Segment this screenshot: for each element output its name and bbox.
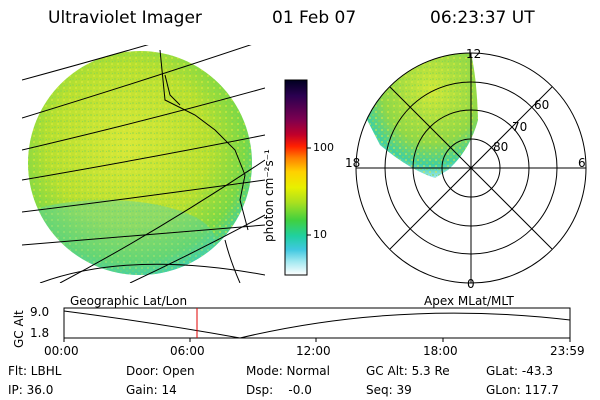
timeline-x-tick-0600: 06:00	[170, 344, 205, 358]
timeline-y-tick-bottom: 1.8	[30, 326, 50, 340]
colorbar-tick-10: 10	[313, 228, 327, 241]
geo-grid-lines	[22, 45, 265, 283]
filter-status: Flt: LBHL	[8, 364, 62, 378]
color-bar	[284, 79, 311, 276]
timeline-x-tick-0000: 00:00	[44, 344, 79, 358]
gc-alt-status: GC Alt: 5.3 Re	[366, 364, 450, 378]
gain-status: Gain: 14	[126, 383, 177, 397]
mlat-label-70: 70	[512, 120, 528, 134]
geo-latlon-label: Geographic Lat/Lon	[70, 294, 188, 308]
colorbar-tick-100: 100	[313, 141, 334, 154]
mlt-label-12: 12	[466, 47, 482, 61]
apex-mlat-label: Apex MLat/MLT	[424, 294, 514, 308]
mlat-label-80: 80	[493, 140, 509, 154]
glon-status: GLon: 117.7	[486, 383, 559, 397]
timeline-x-tick-1800: 18:00	[423, 344, 458, 358]
mlt-label-6: 6	[578, 156, 586, 170]
timeline-y-tick-top: 9.0	[30, 305, 50, 319]
seq-status: Seq: 39	[366, 383, 412, 397]
gc-alt-curve	[63, 310, 571, 339]
door-status: Door: Open	[126, 364, 195, 378]
timeline-x-tick-1200: 12:00	[296, 344, 331, 358]
mlt-label-0: 0	[467, 277, 475, 291]
dsp-status: Dsp: -0.0	[246, 383, 312, 397]
mode-status: Mode: Normal	[246, 364, 330, 378]
mlat-label-60: 60	[534, 98, 550, 112]
timeline-x-tick-2359: 23:59	[550, 344, 585, 358]
time-label: 06:23:37 UT	[430, 8, 535, 28]
date-label: 01 Feb 07	[272, 8, 357, 28]
polar-grid	[355, 52, 587, 284]
ip-status: IP: 36.0	[8, 383, 54, 397]
mlt-label-18: 18	[345, 156, 361, 170]
glat-status: GLat: -43.3	[486, 364, 553, 378]
instrument-title: Ultraviolet Imager	[48, 8, 202, 28]
